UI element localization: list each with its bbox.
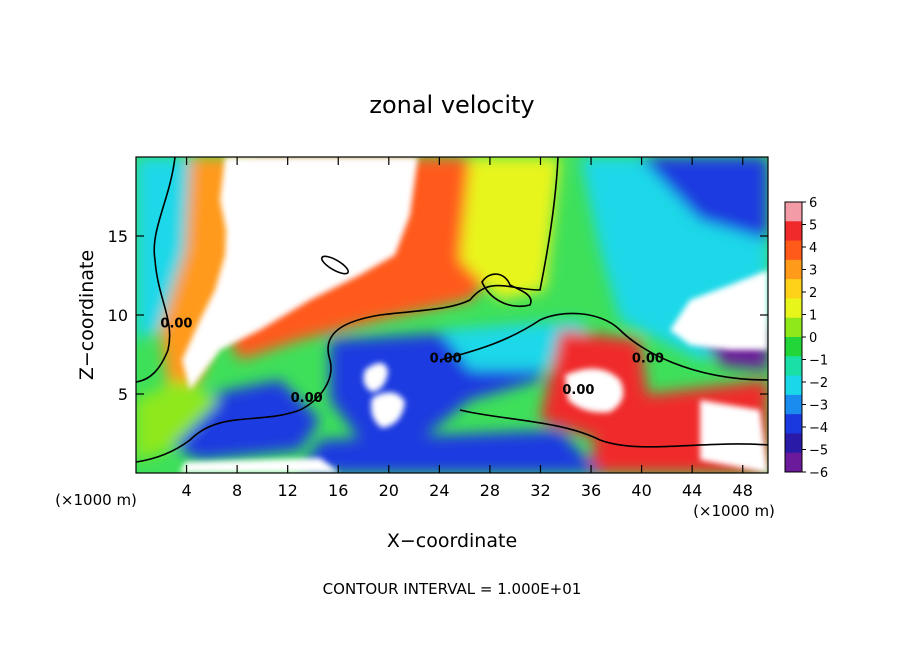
- x-tick-label: 4: [181, 481, 191, 500]
- region-cyan-left: [136, 157, 200, 340]
- contour-label: 0.00: [160, 317, 192, 332]
- colorbar-swatch: [785, 452, 802, 473]
- region-blue-bottom: [300, 430, 600, 473]
- colorbar-tick-label: 3: [809, 264, 817, 279]
- colorbar-tick-label: −2: [809, 376, 828, 391]
- zero-contour-upper-blob: [481, 273, 532, 307]
- colorbar-tick-label: 1: [809, 309, 817, 324]
- colorbar-swatch: [785, 221, 802, 242]
- x-tick-label: 16: [328, 481, 348, 500]
- zero-contour-left: [136, 157, 176, 383]
- contour-label: 0.00: [632, 351, 664, 366]
- x-tick-label: 40: [631, 481, 651, 500]
- colorbar-swatch: [785, 317, 802, 338]
- zero-contour-center: [136, 157, 559, 463]
- x-tick-label: 28: [480, 481, 500, 500]
- colorbar-tick-label: 5: [809, 219, 817, 234]
- x-axis: 4 8 12 16 20 24 28 32 36 40 44 48: [181, 157, 753, 500]
- zero-contour-mid: [439, 312, 768, 381]
- white-saturation-low-right: [700, 400, 768, 473]
- colorbar-swatch: [785, 394, 802, 415]
- x-tick-label: 44: [682, 481, 702, 500]
- x-tick-label: 36: [581, 481, 601, 500]
- colorbar-swatch: [785, 375, 802, 396]
- colorbar-tick-label: 2: [809, 286, 817, 301]
- white-saturation-bottom: [180, 458, 340, 473]
- region-blue-upper-right: [640, 157, 768, 240]
- saturated-regions: [180, 157, 768, 473]
- colorbar-swatch: [785, 433, 802, 454]
- white-saturation-mid-3: [565, 368, 624, 413]
- z-axis: 5 10 15: [108, 227, 768, 404]
- colorbar-swatch: [785, 202, 802, 222]
- y-axis-label: Z−coordinate: [76, 250, 98, 380]
- x-tick-label: 12: [278, 481, 298, 500]
- colorbar-swatch: [785, 279, 802, 299]
- x-tick-label: 32: [530, 481, 550, 500]
- region-green-lower-left: [136, 380, 220, 460]
- small-contour-oval: [320, 255, 350, 275]
- plot-area: 0.00 0.00 0.00 0.00 0.00: [136, 157, 768, 473]
- colorbar-swatch: [785, 240, 802, 261]
- colorbar-swatch: [785, 356, 802, 377]
- white-saturation-mid-1: [363, 362, 388, 392]
- region-yellow-core: [460, 157, 560, 300]
- contour-lines: [136, 157, 768, 463]
- colorbar-swatch: [785, 337, 802, 357]
- contour-label: 0.00: [430, 351, 462, 366]
- colorbar-tick-label: 0: [809, 331, 817, 346]
- white-saturation-mid-2: [371, 392, 405, 428]
- contour-label: 0.00: [562, 383, 594, 398]
- colorbar-swatch: [785, 298, 802, 319]
- x-tick-label: 20: [379, 481, 399, 500]
- x-tick-label: 8: [232, 481, 242, 500]
- colorbar: 6 5 4 3 2 1 0 −1 −2 −3 −4 −5 −6: [784, 196, 828, 481]
- colorbar-swatch: [785, 414, 802, 434]
- zero-contour-lower: [459, 409, 768, 448]
- colorbar-tick-label: −4: [809, 421, 828, 436]
- chart-title: zonal velocity: [369, 91, 534, 119]
- z-tick-label: 5: [118, 385, 128, 404]
- x-tick-label: 48: [733, 481, 753, 500]
- colorbar-tick-label: 4: [809, 241, 817, 256]
- white-saturation-large: [182, 157, 418, 390]
- contour-label: 0.00: [291, 391, 323, 406]
- colorbar-tick-label: −5: [809, 444, 828, 459]
- colorbar-tick-label: 6: [809, 196, 817, 211]
- white-saturation-upper-right: [670, 270, 768, 350]
- x-unit-label-left: (×1000 m): [55, 491, 137, 509]
- x-unit-label-right: (×1000 m): [693, 502, 775, 520]
- z-tick-label: 10: [108, 306, 128, 325]
- x-axis-label: X−coordinate: [387, 530, 517, 552]
- colorbar-tick-label: −3: [809, 399, 828, 414]
- colorbar-tick-label: −1: [809, 354, 828, 369]
- contour-labels: 0.00 0.00 0.00 0.00 0.00: [160, 317, 664, 406]
- colorbar-tick-label: −6: [809, 466, 828, 481]
- z-tick-label: 15: [108, 227, 128, 246]
- colorbar-swatch: [785, 259, 802, 280]
- contour-interval-footer: CONTOUR INTERVAL = 1.000E+01: [323, 580, 582, 598]
- x-tick-label: 24: [429, 481, 449, 500]
